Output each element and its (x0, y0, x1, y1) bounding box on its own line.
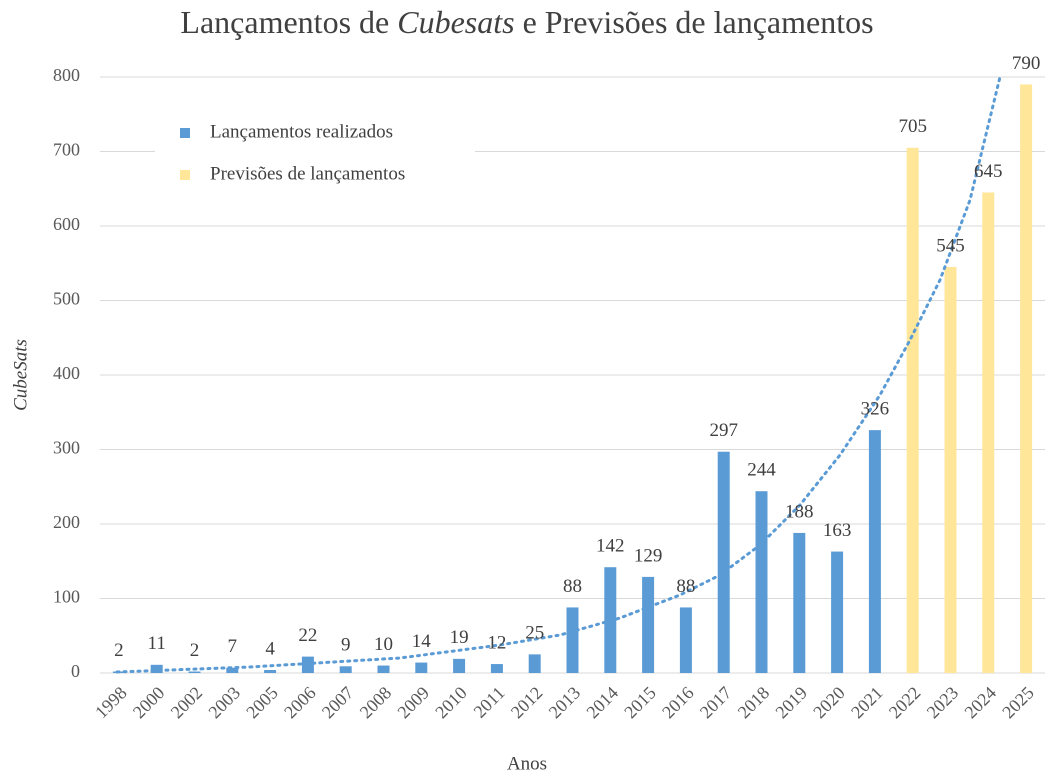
data-label: 11 (148, 633, 166, 654)
legend-swatch (180, 128, 190, 138)
x-tick-label: 2025 (998, 683, 1038, 723)
x-tick-label: 2013 (545, 683, 585, 723)
x-tick-label: 2005 (242, 683, 282, 723)
y-tick-label: 500 (53, 289, 80, 309)
data-label: 88 (563, 576, 582, 597)
x-tick-label: 2020 (809, 683, 849, 723)
data-label: 9 (341, 635, 351, 656)
bar (490, 664, 503, 673)
bar (982, 192, 995, 673)
grid (100, 76, 1045, 674)
x-tick-label: 2017 (696, 683, 736, 723)
legend-bg (155, 112, 475, 192)
legend-label: Previsões de lançamentos (210, 163, 405, 184)
data-label: 7 (228, 636, 238, 657)
bar (755, 491, 768, 673)
data-label: 14 (412, 631, 432, 652)
y-tick-label: 300 (53, 438, 80, 458)
bar (831, 551, 844, 673)
x-tick-label: 2015 (620, 683, 660, 723)
data-label: 25 (525, 623, 544, 644)
x-tick-label: 2023 (923, 683, 963, 723)
x-tick-label: 2011 (470, 683, 509, 722)
data-label: 705 (898, 116, 927, 137)
bar (377, 665, 390, 673)
data-label: 19 (450, 627, 469, 648)
data-label: 163 (823, 520, 852, 541)
x-tick-label: 2010 (431, 683, 471, 723)
bar (339, 666, 352, 673)
data-label: 88 (676, 576, 695, 597)
x-tick-label: 2009 (393, 683, 433, 723)
y-axis-label: CubeSats (10, 339, 31, 411)
data-label: 645 (974, 161, 1003, 182)
data-label: 10 (374, 634, 393, 655)
bar (642, 576, 655, 673)
y-tick-label: 600 (53, 214, 80, 234)
bar (188, 671, 201, 673)
bar (226, 667, 239, 673)
bar (1020, 84, 1033, 673)
data-label: 244 (747, 460, 776, 481)
chart-title: Lançamentos de Cubesats e Previsões de l… (180, 4, 873, 40)
x-tick-label: 2012 (507, 683, 547, 723)
y-tick-label: 400 (53, 363, 80, 383)
data-label: 22 (298, 625, 317, 646)
x-tick-label: 2014 (582, 683, 622, 723)
x-tick-label: 1998 (91, 683, 131, 723)
x-tick-label: 2021 (847, 683, 887, 723)
bar (566, 607, 579, 673)
x-tick-label: 2002 (167, 683, 207, 723)
x-tick-label: 2007 (318, 683, 358, 723)
bar (528, 654, 541, 673)
bar (150, 664, 163, 673)
data-label: 790 (1012, 53, 1041, 74)
bar (453, 658, 466, 673)
x-tick-label: 2018 (734, 683, 774, 723)
bar (415, 662, 428, 673)
data-label: 326 (861, 398, 890, 419)
data-label: 12 (487, 632, 506, 653)
title-part: Cubesats (397, 4, 514, 40)
data-label: 2 (190, 640, 200, 661)
bar (793, 532, 806, 673)
data-label: 188 (785, 501, 814, 522)
bar (264, 670, 277, 673)
x-tick-label: 2016 (658, 683, 698, 723)
legend-swatch (180, 170, 190, 180)
bar (679, 607, 692, 673)
y-tick-label: 700 (53, 140, 80, 160)
data-label: 142 (596, 536, 625, 557)
x-tick-label: 2000 (129, 683, 169, 723)
data-label: 545 (936, 235, 965, 256)
x-tick-label: 2003 (204, 683, 244, 723)
x-tick-label: 2024 (960, 683, 1000, 723)
bar (868, 430, 881, 673)
x-tick-label: 2019 (771, 683, 811, 723)
title-part: Lançamentos de (180, 4, 397, 40)
bar (944, 266, 957, 673)
data-label: 2 (114, 640, 124, 661)
x-tick-label: 2006 (280, 683, 320, 723)
data-label: 297 (709, 420, 738, 441)
bars (112, 84, 1033, 673)
x-tick-label: 2008 (356, 683, 396, 723)
data-label: 129 (634, 545, 663, 566)
y-tick-label: 0 (71, 661, 80, 681)
data-label: 4 (265, 638, 275, 659)
legend-label: Lançamentos realizados (210, 121, 393, 142)
x-tick-label: 2022 (885, 683, 925, 723)
title-part: e Previsões de lançamentos (515, 4, 874, 40)
bar (717, 451, 730, 673)
y-tick-label: 200 (53, 512, 80, 532)
y-tick-label: 800 (53, 65, 80, 85)
x-axis-label: Anos (507, 753, 547, 774)
bar (906, 147, 919, 673)
trendline (115, 75, 1002, 674)
labels: 2 11 2 7 4 22 9 10 14 19 12 25 88 142 129 88 297 244 188 16… (114, 53, 1040, 661)
y-tick-label: 100 (53, 587, 80, 607)
